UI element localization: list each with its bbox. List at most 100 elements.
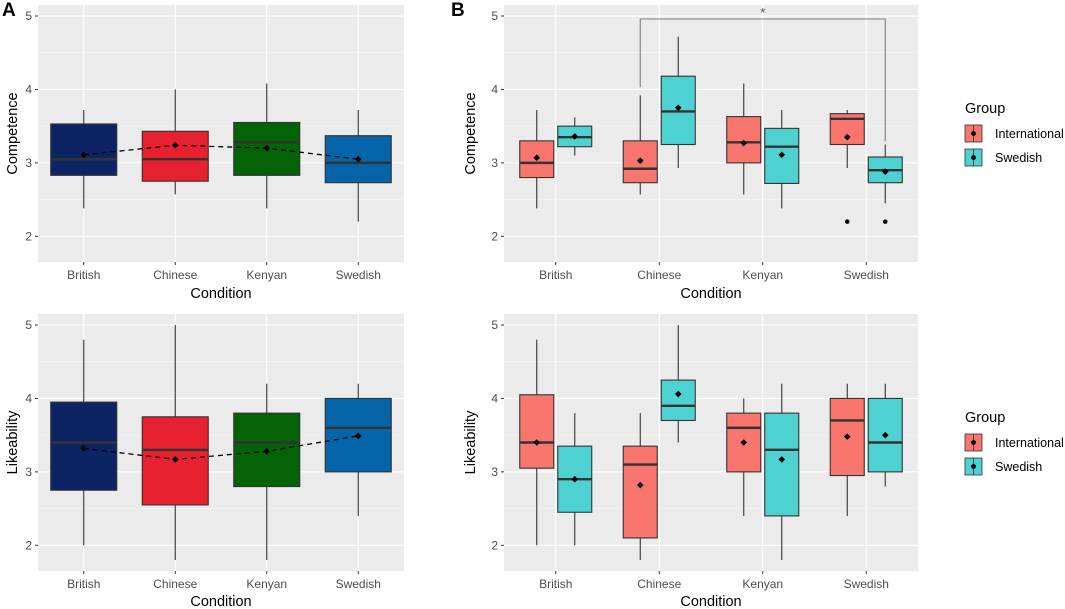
panel-label-a: A xyxy=(2,0,16,21)
y-tick-label: 2 xyxy=(25,538,32,552)
chart-A-competence: 2 3 4 5 British Chinese Kenyan Swedish Condition… xyxy=(5,5,404,302)
legend-key-dot xyxy=(971,155,976,160)
x-tick-label-chinese: Chinese xyxy=(153,577,197,591)
box-british-international xyxy=(519,339,555,546)
mean-point xyxy=(571,475,579,483)
significance-label: * xyxy=(760,5,765,20)
box-chinese xyxy=(141,325,209,560)
box-kenyan-swedish xyxy=(764,383,800,560)
x-tick-label-swedish: Swedish xyxy=(844,268,889,282)
swedish-box xyxy=(660,379,696,422)
x-tick-label-british: British xyxy=(539,268,572,282)
legend-item-international: International xyxy=(964,433,1064,452)
box-swedish-swedish xyxy=(867,383,903,487)
y-tick-label: 2 xyxy=(25,229,32,243)
box-kenyan-swedish xyxy=(764,110,800,209)
plots-layer: 2 3 4 5 British Chinese Kenyan Swedish Condition… xyxy=(5,5,918,609)
mean-point xyxy=(171,456,179,463)
mean-point xyxy=(843,133,851,141)
x-axis-title: Condition xyxy=(190,286,251,302)
legend-title: Group xyxy=(965,101,1005,117)
box-british xyxy=(50,339,118,546)
x-tick-label-kenyan: Kenyan xyxy=(742,268,783,282)
mean-point xyxy=(740,439,748,446)
x-tick-label-british: British xyxy=(539,577,572,591)
x-tick-label-kenyan: Kenyan xyxy=(742,577,783,591)
mean-point xyxy=(881,431,889,439)
box-british-swedish xyxy=(557,413,593,546)
legend-label-swedish: Swedish xyxy=(995,460,1042,474)
british-box xyxy=(50,123,118,176)
x-tick-label-kenyan: Kenyan xyxy=(246,268,287,282)
mean-point xyxy=(843,433,851,440)
y-tick-label: 4 xyxy=(491,391,498,405)
box-british-swedish xyxy=(557,117,593,156)
legend-title: Group xyxy=(965,410,1005,426)
box-swedish-swedish xyxy=(867,144,903,224)
box-chinese-international xyxy=(622,413,658,560)
mean-point xyxy=(80,151,88,159)
significance-bracket xyxy=(639,18,886,142)
x-tick-label-swedish: Swedish xyxy=(336,268,381,282)
mean-point xyxy=(533,439,541,446)
legend-item-international: International xyxy=(964,124,1064,143)
chinese-box xyxy=(141,416,209,506)
y-tick-label: 2 xyxy=(491,538,498,552)
chinese-box xyxy=(141,130,209,182)
international-box xyxy=(622,445,658,539)
mean-point xyxy=(354,432,362,440)
mean-point xyxy=(636,481,644,489)
box-british-international xyxy=(519,110,555,209)
x-tick-label-kenyan: Kenyan xyxy=(246,577,287,591)
box-chinese-swedish xyxy=(660,36,696,169)
y-tick-label: 5 xyxy=(491,318,498,332)
panel-label-b: B xyxy=(451,0,465,21)
mean-point xyxy=(533,154,541,162)
y-axis-title: Likeability xyxy=(5,410,21,474)
y-tick-label: 3 xyxy=(25,465,32,479)
x-tick-label-chinese: Chinese xyxy=(637,268,681,282)
legend-label-international: International xyxy=(995,127,1064,141)
x-axis-title: Condition xyxy=(680,286,741,302)
y-tick-label: 5 xyxy=(491,9,498,23)
chart-A-likeability: 2 3 4 5 British Chinese Kenyan Swedish Condition… xyxy=(5,314,404,609)
box-swedish-international xyxy=(829,110,865,224)
international-box xyxy=(726,412,762,473)
mean-point xyxy=(778,151,786,159)
mean-trend-line xyxy=(83,435,359,461)
x-tick-label-british: British xyxy=(67,268,100,282)
y-axis-title: Likeability xyxy=(463,410,479,474)
box-swedish-international xyxy=(829,383,865,516)
y-tick-label: 2 xyxy=(491,229,498,243)
y-tick-label: 4 xyxy=(25,82,32,96)
international-box xyxy=(726,116,762,164)
y-tick-label: 3 xyxy=(491,156,498,170)
x-tick-label-chinese: Chinese xyxy=(153,268,197,282)
legend-top: Group International Swedish xyxy=(964,101,1064,167)
x-tick-label-chinese: Chinese xyxy=(637,577,681,591)
y-axis-title: Competence xyxy=(5,92,21,174)
box-chinese xyxy=(141,89,209,195)
mean-trend-line xyxy=(83,144,359,160)
mean-point xyxy=(674,390,682,398)
y-tick-label: 4 xyxy=(25,391,32,405)
mean-point xyxy=(778,456,786,463)
legend-item-swedish: Swedish xyxy=(964,148,1042,167)
mean-point xyxy=(881,168,889,175)
x-tick-label-swedish: Swedish xyxy=(844,577,889,591)
international-outlier xyxy=(844,219,850,224)
box-kenyan-international xyxy=(726,398,762,516)
box-chinese-international xyxy=(622,95,658,195)
y-tick-label: 5 xyxy=(25,318,32,332)
mean-point xyxy=(571,133,579,140)
legend-key-dot xyxy=(971,464,976,469)
mean-point xyxy=(636,157,644,164)
y-tick-label: 3 xyxy=(491,465,498,479)
x-tick-label-swedish: Swedish xyxy=(336,577,381,591)
box-kenyan-international xyxy=(726,83,762,195)
international-box xyxy=(519,394,555,469)
legend-label-international: International xyxy=(995,436,1064,450)
legend-bottom: Group International Swedish xyxy=(964,410,1064,476)
mean-point xyxy=(740,139,748,147)
